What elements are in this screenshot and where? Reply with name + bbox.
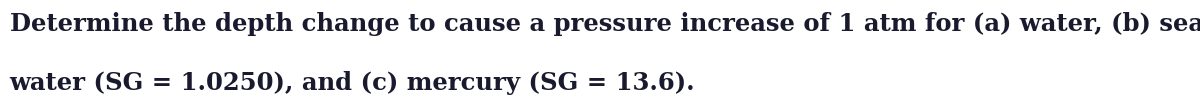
Text: water (SG = 1.0250), and (c) mercury (SG = 13.6).: water (SG = 1.0250), and (c) mercury (SG… (10, 71, 695, 95)
Text: Determine the depth change to cause a pressure increase of 1 atm for (a) water, : Determine the depth change to cause a pr… (10, 12, 1200, 36)
